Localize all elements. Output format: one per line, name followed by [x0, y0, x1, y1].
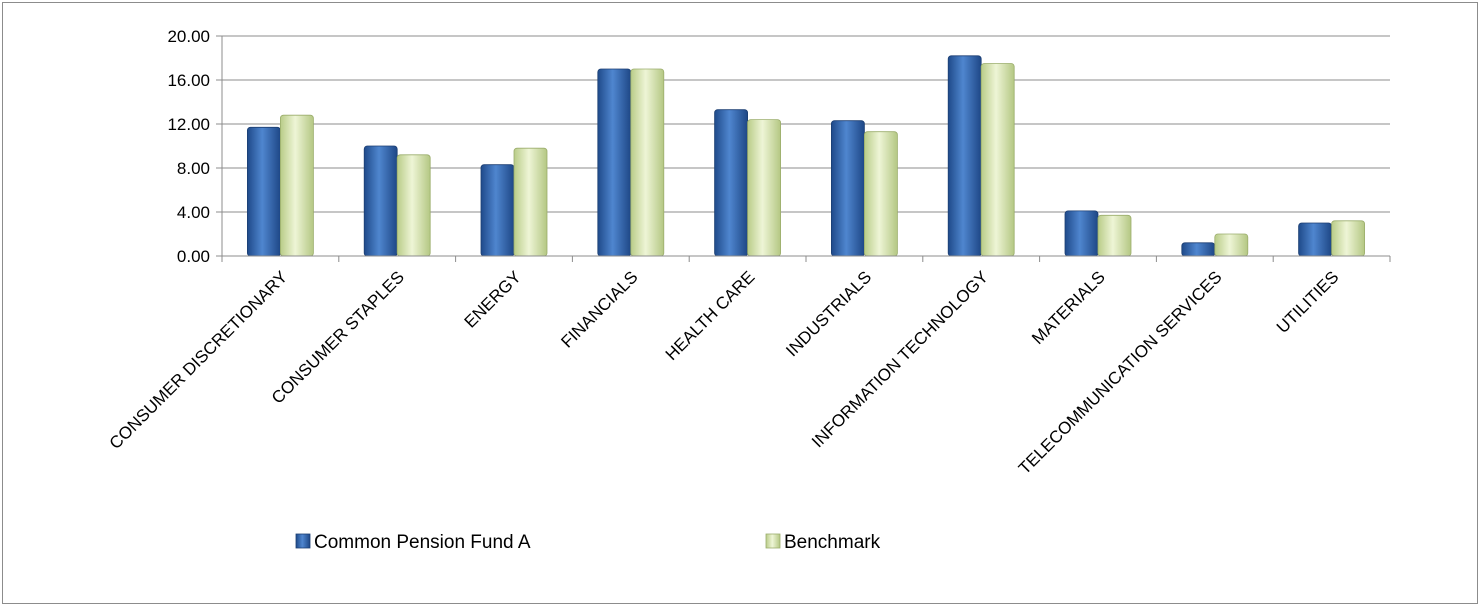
bar-benchmark: Benchmark: 9.2: [396, 154, 431, 257]
bar-benchmark: Benchmark: 11.3: [864, 131, 898, 257]
x-tick-label: INDUSTRIALS: [782, 267, 875, 360]
bar-benchmark: Benchmark: 12.4: [747, 119, 781, 257]
bar-benchmark: Benchmark: 2: [1214, 233, 1249, 257]
legend: Common Pension Fund A Benchmark: [295, 532, 881, 553]
bar-fund: Common Pension Fund A: 10: [363, 145, 398, 257]
x-tick-label: TELECOMMUNICATION SERVICES: [1015, 267, 1226, 478]
y-tick-label: 8.00: [177, 159, 210, 178]
bar-fund: Common Pension Fund A: 17: [597, 68, 632, 257]
bar-benchmark: Benchmark: 17.5: [980, 63, 1015, 257]
legend-label: Benchmark: [784, 532, 881, 553]
legend-label: Common Pension Fund A: [314, 532, 531, 553]
legend-swatch: [295, 533, 311, 549]
x-tick-label: UTILITIES: [1273, 267, 1343, 337]
bar-fund: Common Pension Fund A: 12.3: [831, 120, 865, 257]
bar-benchmark: Benchmark: 17: [630, 68, 665, 257]
y-tick-label: 4.00: [177, 203, 210, 222]
x-axis: [221, 255, 1391, 262]
bars: Common Pension Fund A: 11.7Benchmark: 12…: [246, 55, 1365, 257]
bar-fund: Common Pension Fund A: 1.2: [1181, 242, 1216, 257]
bar-benchmark: Benchmark: 3.2: [1331, 220, 1365, 257]
x-tick-label: CONSUMER STAPLES: [268, 267, 408, 407]
bar-benchmark: Benchmark: 3.7: [1097, 214, 1132, 257]
bar-fund: Common Pension Fund A: 18.2: [947, 55, 982, 257]
legend-swatch: [765, 533, 781, 549]
bar-fund: Common Pension Fund A: 8.3: [480, 164, 515, 257]
x-tick-label: FINANCIALS: [557, 267, 641, 351]
bar-benchmark: Benchmark: 9.8: [513, 147, 548, 257]
bar-benchmark: Benchmark: 12.8: [279, 114, 314, 257]
x-tick-label: HEALTH CARE: [662, 267, 759, 364]
x-tick-label: ENERGY: [461, 267, 525, 331]
x-tick-label: CONSUMER DISCRETIONARY: [106, 267, 292, 453]
y-tick-label: 12.00: [167, 115, 210, 134]
bar-fund: Common Pension Fund A: 13.3: [714, 109, 748, 257]
y-tick-label: 16.00: [167, 71, 210, 90]
bar-fund: Common Pension Fund A: 11.7: [246, 126, 281, 257]
bar-fund: Common Pension Fund A: 4.1: [1064, 210, 1099, 257]
y-tick-label: 0.00: [177, 247, 210, 266]
y-tick-label: 20.00: [167, 27, 210, 46]
x-tick-label: MATERIALS: [1028, 267, 1109, 348]
bar-fund: Common Pension Fund A: 3: [1298, 222, 1332, 257]
y-axis-ticks: 0.00 4.00 8.00 12.00 16.00 20.00: [167, 27, 210, 266]
